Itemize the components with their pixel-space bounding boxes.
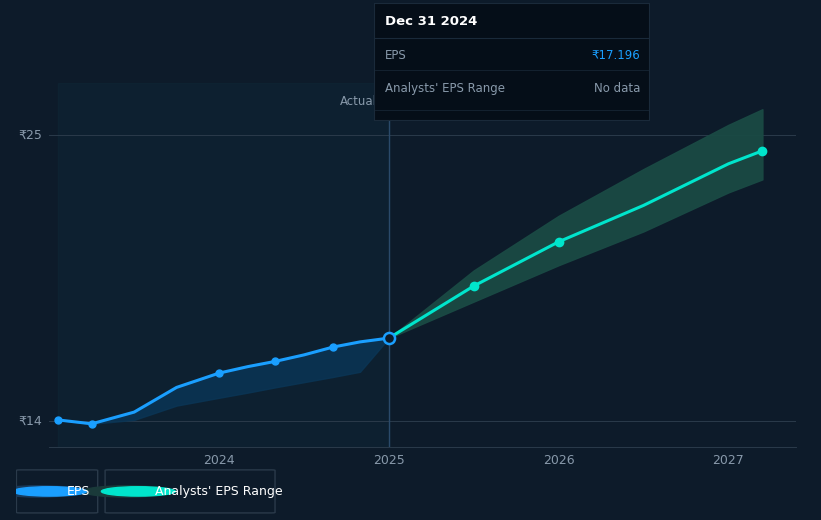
- Text: EPS: EPS: [384, 49, 406, 62]
- Text: ₹17.196: ₹17.196: [592, 49, 640, 62]
- Circle shape: [0, 486, 83, 497]
- FancyBboxPatch shape: [16, 470, 98, 513]
- Text: ₹14: ₹14: [18, 415, 42, 427]
- Text: ₹25: ₹25: [18, 128, 42, 141]
- Circle shape: [102, 487, 176, 496]
- Circle shape: [83, 486, 172, 497]
- Bar: [57, 83, 389, 447]
- Text: EPS: EPS: [67, 485, 89, 498]
- Text: Actual: Actual: [340, 95, 377, 108]
- Text: Analysts Forecasts: Analysts Forecasts: [401, 95, 511, 108]
- Text: Dec 31 2024: Dec 31 2024: [384, 15, 477, 28]
- FancyBboxPatch shape: [105, 470, 275, 513]
- Text: No data: No data: [594, 82, 640, 95]
- Text: Analysts' EPS Range: Analysts' EPS Range: [155, 485, 282, 498]
- Circle shape: [12, 487, 87, 496]
- Text: Analysts' EPS Range: Analysts' EPS Range: [384, 82, 505, 95]
